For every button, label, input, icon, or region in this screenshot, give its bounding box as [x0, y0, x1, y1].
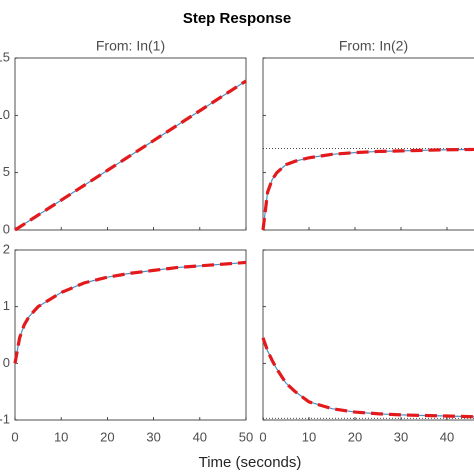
x-tick-label: 30 [146, 429, 160, 444]
line-series [261, 337, 474, 419]
y-tick-label: 0 [3, 221, 10, 236]
y-tick-label: 2 [3, 241, 10, 256]
x-tick-label: 0 [11, 429, 18, 444]
plot-area [262, 249, 474, 421]
y-tick-label: 1 [3, 298, 10, 313]
x-tick-label: 20 [100, 429, 114, 444]
x-tick-label: 10 [302, 429, 316, 444]
x-tick-label: 20 [348, 429, 362, 444]
plot-area [14, 249, 247, 421]
y-tick-label: -1 [0, 411, 10, 426]
x-tick-label: 40 [440, 429, 454, 444]
x-tick-label: 10 [54, 429, 68, 444]
line-series [14, 79, 247, 232]
y-tick-label: 5 [3, 164, 10, 179]
y-tick-label: 0 [3, 355, 10, 370]
y-tick-label: 15 [0, 49, 10, 64]
y-tick-label: 10 [0, 107, 10, 122]
line-series [261, 147, 474, 231]
line-series [13, 260, 247, 364]
subplot-title: From: In(1) [96, 38, 165, 54]
subplot-title: From: In(2) [339, 38, 408, 54]
x-tick-label: 50 [239, 429, 253, 444]
chart-title: Step Response [183, 10, 291, 27]
x-tick-label: 30 [394, 429, 408, 444]
x-tick-label: 0 [259, 429, 266, 444]
plot-area [262, 57, 474, 231]
x-axis-label: Time (seconds) [199, 454, 302, 471]
plot-area [14, 57, 247, 231]
x-tick-label: 40 [193, 429, 207, 444]
